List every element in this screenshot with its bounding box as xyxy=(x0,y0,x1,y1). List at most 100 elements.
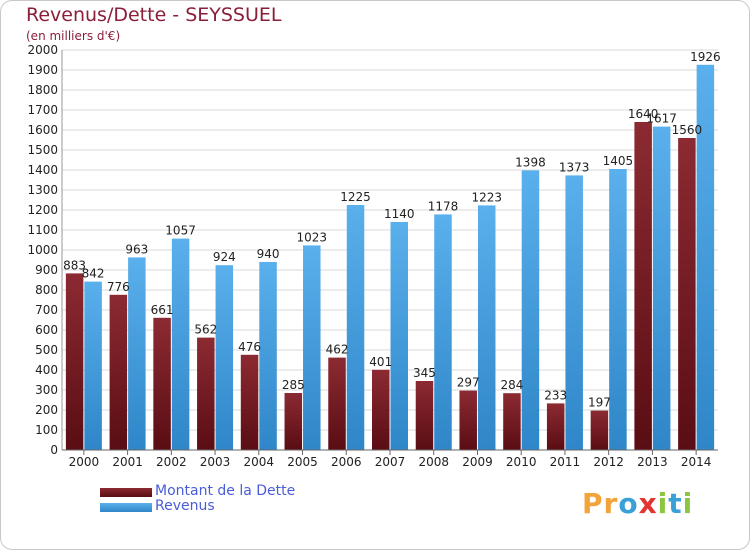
y-tick-label: 1300 xyxy=(27,183,58,197)
x-tick-label: 2001 xyxy=(112,455,143,469)
logo-letter: o xyxy=(618,487,639,520)
bar-revenus xyxy=(565,175,583,450)
label-revenus: 1926 xyxy=(690,50,721,64)
bar-dette xyxy=(65,273,84,450)
y-axis: 0 100 200 300 400 500 600 700 800 900 1000 1100 1200… xyxy=(27,43,63,457)
logo-letter: i xyxy=(682,487,694,520)
x-tick-label: 2002 xyxy=(156,455,187,469)
bar-revenus xyxy=(346,205,365,450)
y-tick-label: 2000 xyxy=(27,43,58,57)
bar-dette xyxy=(240,354,259,450)
x-tick-label: 2011 xyxy=(550,455,581,469)
y-tick-label: 1200 xyxy=(27,203,58,217)
chart-title: Revenus/Dette - SEYSSUEL xyxy=(26,4,282,26)
bar-revenus xyxy=(696,64,715,451)
bar-revenus xyxy=(609,169,627,450)
label-dette: 297 xyxy=(457,376,480,390)
y-tick-label: 200 xyxy=(35,403,58,417)
bar-dette xyxy=(197,337,215,450)
bar-revenus xyxy=(259,262,277,450)
label-revenus: 1225 xyxy=(340,190,371,204)
grid-lines xyxy=(62,49,718,451)
bar-revenus xyxy=(84,281,102,450)
x-tick-label: 2004 xyxy=(244,455,275,469)
bar-dette xyxy=(546,403,565,450)
label-dette: 233 xyxy=(544,388,567,402)
bar-dette xyxy=(415,381,434,450)
bar-dette xyxy=(634,122,652,450)
label-dette: 661 xyxy=(151,303,174,317)
x-tick-label: 2006 xyxy=(331,455,362,469)
y-tick-label: 1600 xyxy=(27,123,58,137)
logo-letter: i xyxy=(657,487,669,520)
bar-dette xyxy=(590,410,609,450)
label-dette: 1640 xyxy=(628,107,659,121)
label-revenus: 842 xyxy=(82,267,105,281)
label-dette: 285 xyxy=(282,378,305,392)
label-revenus: 1023 xyxy=(297,230,328,244)
y-tick-label: 1900 xyxy=(27,63,58,77)
legend-label-revenus: Revenus xyxy=(155,498,215,514)
label-dette: 284 xyxy=(500,378,523,392)
y-tick-label: 900 xyxy=(35,263,58,277)
x-tick-label: 2010 xyxy=(506,455,537,469)
bar-dette xyxy=(503,393,521,450)
x-tick-label: 2013 xyxy=(637,455,668,469)
x-tick-label: 2008 xyxy=(418,455,449,469)
x-tick-label: 2007 xyxy=(375,455,406,469)
y-tick-label: 1000 xyxy=(27,243,58,257)
x-tick-label: 2014 xyxy=(681,455,712,469)
label-revenus: 1140 xyxy=(384,207,415,221)
label-revenus: 940 xyxy=(257,247,280,261)
label-dette: 776 xyxy=(107,280,130,294)
bar-revenus xyxy=(477,205,496,450)
y-tick-label: 1700 xyxy=(27,103,58,117)
x-axis: 2000 2001 2002 2003 2004 2005 2006 2007 2008 2009… xyxy=(62,449,718,469)
y-tick-label: 1100 xyxy=(27,223,58,237)
y-tick-label: 0 xyxy=(50,443,58,457)
bar-revenus xyxy=(390,222,408,450)
label-dette: 345 xyxy=(413,366,436,380)
label-revenus: 963 xyxy=(125,242,148,256)
x-tick-label: 2005 xyxy=(287,455,318,469)
bar-dette xyxy=(459,390,477,450)
label-dette: 476 xyxy=(238,340,261,354)
label-dette: 883 xyxy=(63,258,86,272)
logo-letter: P xyxy=(582,487,604,520)
bar-revenus xyxy=(128,257,146,450)
y-tick-label: 500 xyxy=(35,343,58,357)
y-tick-label: 100 xyxy=(35,423,58,437)
bar-dette xyxy=(372,369,390,450)
y-tick-label: 1500 xyxy=(27,143,58,157)
legend-swatch-revenus xyxy=(100,503,152,512)
label-revenus: 1373 xyxy=(559,160,590,174)
bar-revenus xyxy=(303,245,321,450)
label-revenus: 1398 xyxy=(515,155,546,169)
label-dette: 1560 xyxy=(672,123,703,137)
label-revenus: 924 xyxy=(213,250,236,264)
bar-dette xyxy=(328,357,346,450)
y-tick-label: 1400 xyxy=(27,163,58,177)
y-tick-label: 300 xyxy=(35,383,58,397)
label-dette: 562 xyxy=(194,323,217,337)
y-tick-label: 800 xyxy=(35,283,58,297)
label-dette: 401 xyxy=(369,355,392,369)
y-tick-label: 600 xyxy=(35,323,58,337)
y-tick-label: 400 xyxy=(35,363,58,377)
bar-dette xyxy=(153,317,171,450)
y-tick-label: 1800 xyxy=(27,83,58,97)
bar-revenus xyxy=(652,126,671,450)
chart-subtitle: (en milliers d'€) xyxy=(26,29,121,43)
x-tick-label: 2012 xyxy=(593,455,624,469)
label-dette: 462 xyxy=(326,343,349,357)
proxiti-logo: Proxiti xyxy=(582,487,693,520)
logo-letter: t xyxy=(668,487,683,520)
bar-dette xyxy=(284,393,303,450)
legend-label-dette: Montant de la Dette xyxy=(155,483,296,499)
logo-letter: x xyxy=(638,487,658,520)
bar-dette xyxy=(678,138,696,450)
logo-letter: r xyxy=(603,487,619,520)
bar-revenus xyxy=(521,170,540,450)
